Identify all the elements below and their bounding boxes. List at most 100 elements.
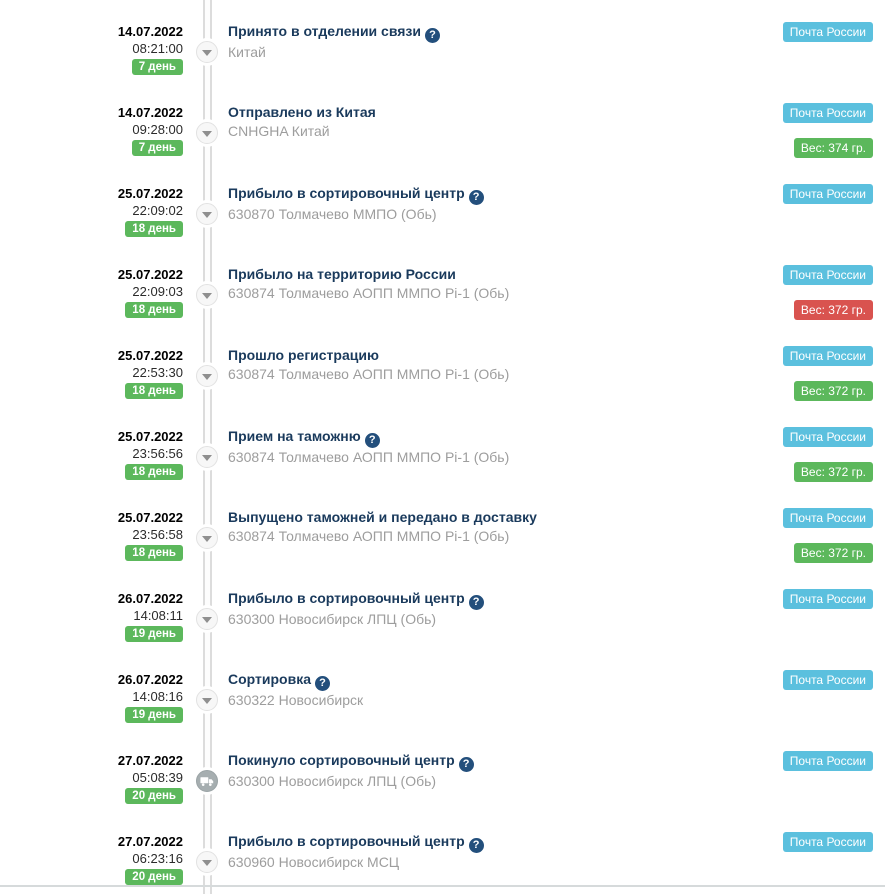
event-badges: Почта России — [653, 22, 873, 42]
tracking-event-row: 14.07.2022 09:28:00 7 день Отправлено из… — [0, 103, 885, 184]
event-title: Прибыло на территорию России — [228, 266, 456, 282]
carrier-badge: Почта России — [782, 103, 873, 123]
weight-badge: Вес: 374 гр. — [793, 138, 873, 158]
event-datetime: 27.07.2022 06:23:16 20 день — [0, 833, 183, 885]
help-icon[interactable]: ? — [468, 190, 484, 205]
tracking-event-row: 25.07.2022 22:53:30 18 день Прошло регис… — [0, 346, 885, 427]
event-location: 630874 Толмачево АОПП ММПО Pi-1 (Обь) — [228, 285, 510, 301]
event-datetime: 26.07.2022 14:08:11 19 день — [0, 590, 183, 642]
event-content: Сортировка? 630322 Новосибирск — [228, 670, 670, 710]
event-location: Китай — [228, 44, 266, 60]
day-count-badge: 20 день — [125, 869, 183, 885]
event-time: 09:28:00 — [132, 122, 183, 137]
event-badges: Почта России — [653, 670, 873, 690]
event-location: 630300 Новосибирск ЛПЦ (Обь) — [228, 611, 437, 627]
event-time: 08:21:00 — [132, 41, 183, 56]
event-datetime: 25.07.2022 22:09:02 18 день — [0, 185, 183, 237]
event-badges: Почта России Вес: 372 гр. — [653, 346, 873, 401]
event-badges: Почта России — [653, 184, 873, 204]
event-title: Принято в отделении связи — [228, 23, 421, 39]
timeline-marker — [196, 851, 218, 873]
carrier-badge: Почта России — [782, 589, 873, 609]
carrier-badge: Почта России — [782, 832, 873, 852]
day-count-badge: 7 день — [131, 140, 183, 156]
day-count-badge: 19 день — [125, 707, 183, 723]
event-badges: Почта России Вес: 372 гр. — [653, 427, 873, 482]
timeline-marker — [196, 608, 218, 630]
event-title: Прошло регистрацию — [228, 347, 379, 363]
timeline-marker — [196, 122, 218, 144]
event-badges: Почта России Вес: 374 гр. — [653, 103, 873, 158]
event-location: 630874 Толмачево АОПП ММПО Pi-1 (Обь) — [228, 528, 510, 544]
carrier-badge: Почта России — [782, 346, 873, 366]
event-title: Прибыло в сортировочный центр — [228, 185, 465, 201]
event-title: Прибыло в сортировочный центр — [228, 590, 465, 606]
timeline-marker — [196, 770, 218, 792]
help-icon[interactable]: ? — [425, 28, 440, 43]
event-date: 26.07.2022 — [117, 591, 183, 606]
event-date: 14.07.2022 — [117, 24, 183, 39]
help-icon[interactable]: ? — [315, 676, 330, 691]
event-datetime: 25.07.2022 23:56:56 18 день — [0, 428, 183, 480]
day-count-badge: 18 день — [125, 221, 183, 237]
event-location: 630870 Толмачево ММПО (Обь) — [228, 206, 437, 222]
timeline-marker — [196, 203, 218, 225]
weight-badge: Вес: 372 гр. — [793, 381, 873, 401]
event-location: 630874 Толмачево АОПП ММПО Pi-1 (Обь) — [228, 366, 510, 382]
event-datetime: 26.07.2022 14:08:16 19 день — [0, 671, 183, 723]
event-location: 630960 Новосибирск МСЦ — [228, 854, 400, 870]
event-badges: Почта России — [653, 751, 873, 771]
chevron-down-icon — [202, 860, 212, 866]
help-icon[interactable]: ? — [468, 838, 484, 853]
event-content: Прибыло в сортировочный центр? 630870 То… — [228, 184, 670, 224]
event-title: Отправлено из Китая — [228, 104, 376, 120]
tracking-event-row: 25.07.2022 23:56:56 18 день Прием на там… — [0, 427, 885, 508]
event-date: 14.07.2022 — [117, 105, 183, 120]
event-location: 630300 Новосибирск ЛПЦ (Обь) — [228, 773, 437, 789]
timeline-marker — [196, 365, 218, 387]
tracking-event-row: 25.07.2022 22:09:03 18 день Прибыло на т… — [0, 265, 885, 346]
event-datetime: 25.07.2022 23:56:58 18 день — [0, 509, 183, 561]
event-date: 25.07.2022 — [117, 348, 183, 363]
event-title: Покинуло сортировочный центр — [228, 752, 455, 768]
help-icon[interactable]: ? — [458, 757, 474, 772]
event-title: Выпущено таможней и передано в доставку — [228, 509, 537, 525]
event-badges: Почта России — [653, 832, 873, 852]
event-date: 26.07.2022 — [117, 672, 183, 687]
help-icon[interactable]: ? — [364, 433, 380, 448]
weight-badge: Вес: 372 гр. — [793, 543, 873, 563]
event-time: 05:08:39 — [132, 770, 183, 785]
event-time: 22:53:30 — [132, 365, 183, 380]
event-location: CNHGHA Китай — [228, 123, 330, 139]
event-content: Выпущено таможней и передано в доставку … — [228, 508, 670, 546]
carrier-badge: Почта России — [782, 508, 873, 528]
event-time: 23:56:58 — [132, 527, 183, 542]
day-count-badge: 19 день — [125, 626, 183, 642]
chevron-down-icon — [202, 536, 212, 542]
timeline-marker — [196, 284, 218, 306]
event-date: 25.07.2022 — [117, 510, 183, 525]
tracking-timeline: 14.07.2022 08:21:00 7 день Принято в отд… — [0, 22, 885, 894]
event-time: 14:08:11 — [133, 608, 183, 623]
tracking-event-row: 14.07.2022 08:21:00 7 день Принято в отд… — [0, 22, 885, 103]
carrier-badge: Почта России — [782, 265, 873, 285]
event-time: 06:23:16 — [132, 851, 183, 866]
event-datetime: 27.07.2022 05:08:39 20 день — [0, 752, 183, 804]
event-time: 23:56:56 — [132, 446, 183, 461]
day-count-badge: 7 день — [131, 59, 183, 75]
day-count-badge: 20 день — [125, 788, 183, 804]
event-date: 25.07.2022 — [117, 267, 183, 282]
carrier-badge: Почта России — [782, 427, 873, 447]
event-content: Прием на таможню? 630874 Толмачево АОПП … — [228, 427, 670, 467]
chevron-down-icon — [202, 131, 212, 137]
help-icon[interactable]: ? — [468, 595, 484, 610]
day-count-badge: 18 день — [125, 383, 183, 399]
tracking-event-row: 25.07.2022 23:56:58 18 день Выпущено там… — [0, 508, 885, 589]
truck-icon — [200, 776, 214, 786]
day-count-badge: 18 день — [125, 302, 183, 318]
event-title: Прием на таможню — [228, 428, 361, 444]
weight-badge: Вес: 372 гр. — [793, 462, 873, 482]
bottom-divider — [0, 885, 885, 887]
day-count-badge: 18 день — [125, 464, 183, 480]
